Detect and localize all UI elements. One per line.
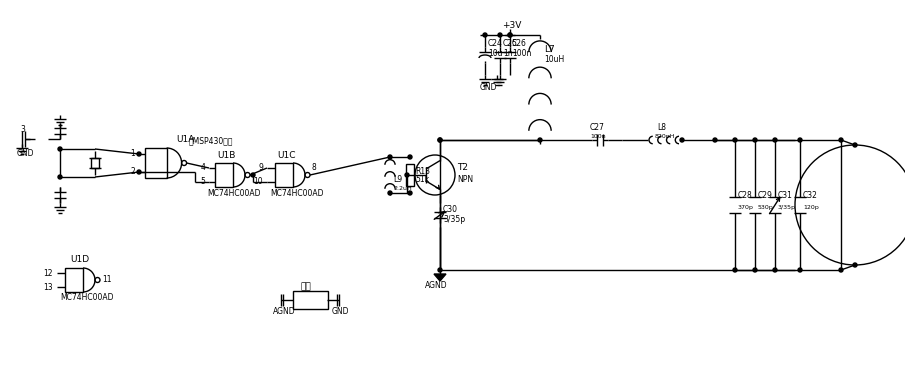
Text: L8: L8 [657,124,666,132]
Circle shape [853,143,857,147]
Text: 接MSP430接口: 接MSP430接口 [188,137,233,145]
Text: C29: C29 [758,190,773,200]
Bar [145,148,167,178]
Circle shape [388,191,392,195]
Text: AGND: AGND [425,280,448,290]
Text: C32: C32 [803,190,818,200]
Text: 370p: 370p [738,204,754,210]
Bar [292,291,328,309]
Circle shape [713,138,717,142]
Circle shape [408,155,412,159]
Circle shape [58,147,62,151]
Text: R13: R13 [415,167,430,175]
Bar [91,157,99,168]
Bar [275,163,293,187]
Text: 820nH: 820nH [655,134,675,138]
Text: T2: T2 [457,163,468,171]
Circle shape [137,170,141,174]
Text: 8: 8 [311,163,316,171]
Text: GND: GND [332,308,349,316]
Text: 3/35p: 3/35p [778,204,796,210]
Circle shape [58,175,62,179]
Circle shape [798,268,802,272]
Text: 2.2uH: 2.2uH [393,186,412,192]
Bar [406,164,414,186]
Circle shape [538,138,542,142]
Circle shape [388,155,392,159]
Text: U1B: U1B [217,150,235,160]
Text: GND: GND [17,149,34,159]
Text: +3V: +3V [502,21,521,29]
Text: C24: C24 [488,39,503,47]
Text: 10: 10 [253,178,263,186]
Circle shape [798,138,802,142]
Bar [65,268,83,292]
Text: C30: C30 [443,206,458,214]
Text: 3/35p: 3/35p [443,215,465,225]
Text: 5: 5 [200,178,205,186]
Text: 13: 13 [43,283,53,291]
Text: U1A: U1A [176,135,195,145]
Text: MC74HC00AD: MC74HC00AD [270,189,323,197]
Text: 1: 1 [130,149,135,159]
Circle shape [438,138,442,142]
Text: 100n: 100n [590,134,605,138]
Circle shape [773,138,777,142]
Text: MC74HC00AD: MC74HC00AD [60,294,113,302]
Circle shape [839,138,843,142]
Circle shape [508,33,512,37]
Circle shape [408,191,412,195]
Text: 9: 9 [258,164,263,172]
Text: 10uH: 10uH [544,55,564,65]
Text: 51k: 51k [415,175,429,185]
Text: MC74HC00AD: MC74HC00AD [207,189,261,197]
Circle shape [251,173,255,177]
Text: 120p: 120p [803,204,819,210]
Circle shape [137,152,141,156]
Text: 11: 11 [102,276,111,284]
Text: 磁珠: 磁珠 [300,283,310,291]
Text: C28: C28 [738,190,753,200]
Circle shape [853,263,857,267]
Circle shape [438,268,442,272]
Text: 3: 3 [20,124,24,134]
Bar [215,163,233,187]
Circle shape [483,33,487,37]
Text: C31: C31 [778,190,793,200]
Text: 4: 4 [200,164,205,172]
Text: 530p: 530p [758,204,774,210]
Circle shape [498,33,502,37]
Circle shape [680,138,684,142]
Text: NPN: NPN [457,175,473,185]
Circle shape [405,173,409,177]
Text: AGND: AGND [273,308,296,316]
Text: C26: C26 [512,39,527,47]
Circle shape [753,268,757,272]
Text: L7: L7 [544,46,555,55]
Circle shape [753,138,757,142]
Text: U1D: U1D [70,255,89,265]
Text: 1n: 1n [503,48,512,58]
Text: GND: GND [480,83,498,91]
Circle shape [438,138,442,142]
Text: 10u: 10u [488,48,502,58]
Circle shape [839,268,843,272]
Text: L9: L9 [393,175,402,185]
Text: C25: C25 [503,39,518,47]
Circle shape [773,268,777,272]
Text: U1C: U1C [277,150,296,160]
Text: 12: 12 [43,269,53,277]
Text: 2: 2 [130,167,135,177]
Polygon shape [434,274,446,281]
Text: C27: C27 [590,124,605,132]
Circle shape [508,33,512,37]
Text: 100n: 100n [512,48,531,58]
Circle shape [733,138,737,142]
Circle shape [733,268,737,272]
